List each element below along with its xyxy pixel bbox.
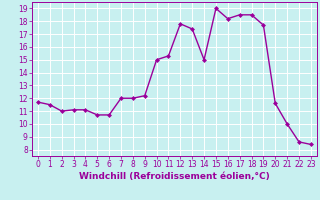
X-axis label: Windchill (Refroidissement éolien,°C): Windchill (Refroidissement éolien,°C) [79, 172, 270, 181]
